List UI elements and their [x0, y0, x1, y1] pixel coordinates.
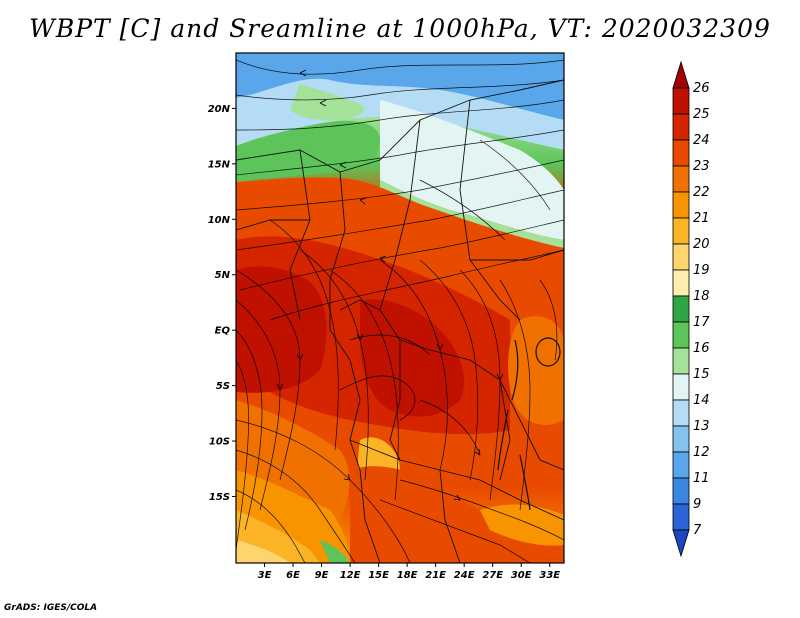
- colorbar-label: 26: [693, 81, 710, 96]
- lat-tick-label: 15N: [208, 159, 231, 170]
- colorbar-label: 17: [693, 315, 710, 330]
- colorbar-label: 13: [693, 419, 710, 434]
- colorbar-label: 15: [693, 367, 710, 382]
- lon-tick-label: 24E: [454, 570, 475, 581]
- colorbar-label: 14: [693, 393, 710, 408]
- colorbar-box: [672, 373, 690, 401]
- colorbar-box: [672, 503, 690, 531]
- colorbar: 26 25 24 23 22 21 20 19 18 17 16 15 14 13 12 11 9 7: [672, 60, 710, 558]
- lat-tick-label: 5S: [216, 381, 230, 392]
- colorbar-label: 16: [693, 341, 710, 356]
- lon-tick-label: 21E: [425, 570, 446, 581]
- colorbar-box: [672, 451, 690, 479]
- colorbar-label: 19: [693, 263, 710, 278]
- colorbar-label: 25: [693, 107, 710, 122]
- colorbar-min-arrow: [672, 529, 690, 558]
- colorbar-box: [672, 191, 690, 219]
- colorbar-box: [672, 87, 690, 115]
- colorbar-label: 11: [693, 471, 710, 486]
- colorbar-box: [672, 295, 690, 323]
- lon-tick-label: 33E: [539, 570, 560, 581]
- colorbar-label: 20: [693, 237, 710, 252]
- colorbar-box: [672, 425, 690, 453]
- colorbar-label: 12: [693, 445, 710, 460]
- colorbar-box: [672, 399, 690, 427]
- colorbar-label: 21: [693, 211, 710, 226]
- colorbar-box: [672, 347, 690, 375]
- colorbar-label: 18: [693, 289, 710, 304]
- colorbar-box: [672, 477, 690, 505]
- colorbar-box: [672, 321, 690, 349]
- lat-tick-label: 10S: [209, 437, 230, 448]
- wbpt-field: [236, 53, 564, 563]
- lat-tick-label: 15S: [209, 492, 230, 503]
- lat-tick-label: 5N: [215, 270, 231, 281]
- lon-tick-label: 3E: [258, 570, 272, 581]
- lat-tick-label: EQ: [215, 326, 231, 337]
- lon-tick-label: 6E: [286, 570, 300, 581]
- chart-title: WBPT [C] and Sreamline at 1000hPa, VT: 2…: [29, 14, 771, 43]
- grads-credit: GrADS: IGES/COLA: [4, 603, 98, 613]
- latitude-axis: 20N 15N 10N 5N EQ 5S 10S 15S: [208, 104, 236, 503]
- colorbar-label: 23: [693, 159, 710, 174]
- colorbar-box: [672, 139, 690, 167]
- lon-tick-label: 9E: [315, 570, 329, 581]
- lon-tick-label: 30E: [511, 570, 532, 581]
- colorbar-label: 24: [693, 133, 710, 148]
- lon-tick-label: 18E: [397, 570, 418, 581]
- colorbar-max-arrow: [672, 60, 690, 89]
- lon-tick-label: 12E: [340, 570, 361, 581]
- colorbar-box: [672, 243, 690, 271]
- longitude-axis: 3E 6E 9E 12E 15E 18E 21E 24E 27E 30E 33E: [258, 563, 560, 581]
- lat-tick-label: 10N: [208, 215, 231, 226]
- lon-tick-label: 27E: [482, 570, 503, 581]
- colorbar-label: 9: [693, 497, 701, 512]
- colorbar-label: 22: [693, 185, 710, 200]
- lat-tick-label: 20N: [208, 104, 231, 115]
- lon-tick-label: 15E: [368, 570, 389, 581]
- colorbar-box: [672, 165, 690, 193]
- colorbar-box: [672, 113, 690, 141]
- colorbar-box: [672, 269, 690, 297]
- plot-frame: [235, 52, 565, 564]
- colorbar-box: [672, 217, 690, 245]
- colorbar-label: 7: [693, 523, 702, 538]
